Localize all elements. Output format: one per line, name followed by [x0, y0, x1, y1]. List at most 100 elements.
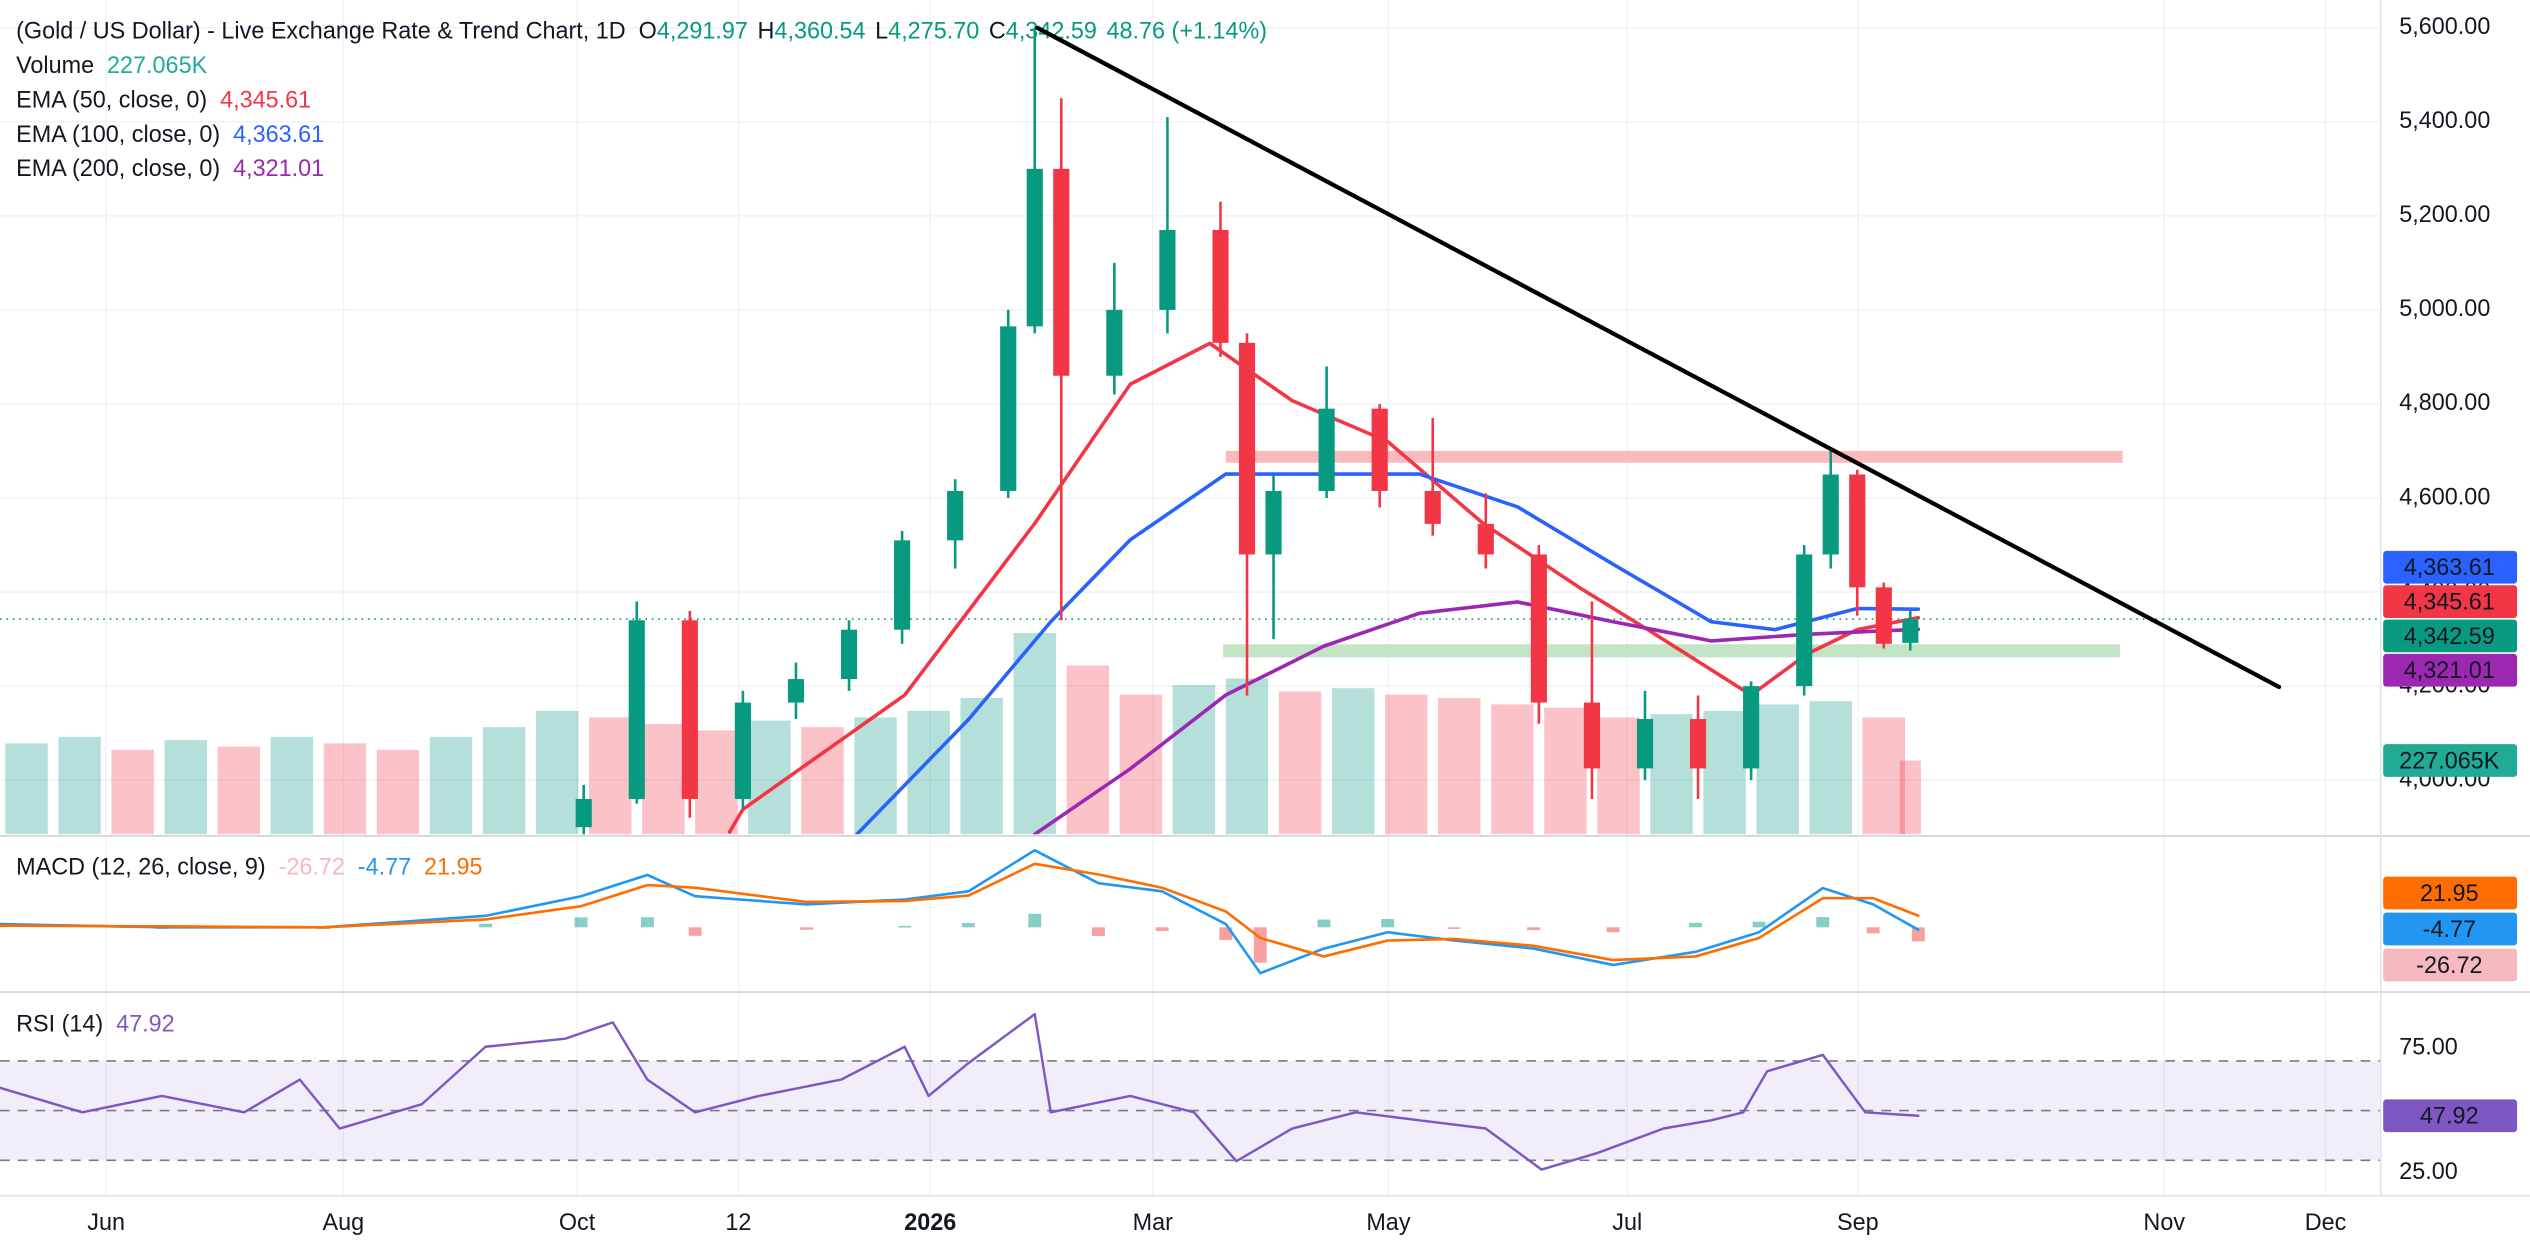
legend-item: EMA (200, close, 0): [16, 155, 220, 181]
volume-bar: [1119, 694, 1163, 835]
axes: Jun Aug Oct 12 2026 Mar May Jul Sep Nov Dec4,000.0…: [87, 13, 2518, 1235]
price-badge: [2383, 1099, 2518, 1133]
price-badge-label: 4,345.61: [2404, 588, 2495, 614]
legend-row: EMA (50, close, 0) 4,345.61: [16, 87, 311, 113]
price-badge: [2383, 619, 2518, 653]
legend-row: RSI (14) 47.92: [16, 1011, 175, 1037]
candle-body: [787, 679, 805, 703]
volume-bar: [748, 720, 791, 835]
volume-bar: [1756, 704, 1799, 835]
candle-body: [1875, 587, 1892, 644]
y-tick-label: 5,200.00: [2399, 201, 2490, 227]
candle-body: [947, 490, 964, 541]
volume-bar: [58, 736, 101, 835]
volume-bar: [960, 697, 1003, 835]
legend-item: EMA (50, close, 0): [16, 87, 207, 113]
legend-item: 4,345.61: [220, 87, 311, 113]
x-tick-label: Jul: [1612, 1209, 1642, 1235]
x-tick-label: Mar: [1133, 1209, 1173, 1235]
macd-histogram-bar: [1317, 919, 1331, 928]
price-badge: [2383, 744, 2518, 777]
candle-body: [1159, 229, 1176, 310]
volume-bar: [1862, 717, 1906, 835]
volume-bar: [1544, 707, 1587, 835]
price-badge: [2383, 912, 2518, 946]
y-tick-label: 5,400.00: [2399, 107, 2490, 133]
legend-item: RSI (14): [16, 1011, 103, 1037]
macd-histogram-bar: [688, 927, 702, 936]
candle-body: [1477, 523, 1494, 555]
macd-histogram-bar: [640, 917, 654, 928]
price-badge: [2383, 948, 2518, 982]
candle-body: [1796, 554, 1813, 687]
price-badge-label: -4.77: [2423, 916, 2476, 942]
macd-histogram-bar: [1606, 927, 1620, 933]
macd-line: [0, 848, 1920, 975]
legend-item: L: [875, 18, 888, 44]
x-tick-label: 2026: [904, 1209, 956, 1235]
candle-body: [1689, 719, 1707, 769]
volume-bar: [907, 710, 950, 835]
price-badge-label: 47.92: [2420, 1103, 2479, 1129]
macd-histogram-bar: [898, 925, 912, 928]
legend-item: 4,363.61: [233, 121, 324, 147]
x-tick-label: Aug: [323, 1209, 365, 1235]
volume-bar: [323, 743, 367, 835]
x-tick-label: 12: [725, 1209, 751, 1235]
legend-item: C: [989, 18, 1006, 44]
macd-histogram-bar: [1911, 927, 1925, 942]
price-badge: [2383, 653, 2518, 687]
macd-histogram-bar: [1155, 927, 1169, 931]
volume-bar: [270, 736, 314, 835]
macd-histogram-bar: [1752, 921, 1766, 928]
volume-bar: [1809, 701, 1852, 835]
rsi-pane: [0, 1012, 2380, 1171]
volume-bar: [642, 723, 685, 835]
macd-histogram-bar: [1816, 917, 1830, 928]
candle-body: [1822, 474, 1839, 555]
legend-item: MACD (12, 26, close, 9): [16, 854, 266, 880]
legend-item: 47.92: [116, 1011, 175, 1037]
price-badge: [2383, 585, 2518, 618]
legend-item: 4,291.97: [657, 18, 748, 44]
volume-bar: [1650, 714, 1693, 835]
legend-row: EMA (100, close, 0) 4,363.61: [16, 121, 324, 147]
candle-body: [1000, 326, 1017, 491]
legend-item: 4,342.59: [1006, 18, 1097, 44]
macd-histogram-bar: [1091, 927, 1105, 936]
price-badge-label: 4,321.01: [2404, 657, 2495, 683]
macd-pane: [0, 848, 1925, 975]
macd-histogram-bar: [1253, 927, 1267, 963]
volume-bar: [164, 740, 207, 835]
volume-bar: [429, 736, 473, 835]
macd-histogram-bar: [1447, 927, 1461, 929]
volume-bar: [1225, 678, 1269, 835]
legend-item: 4,275.70: [888, 18, 979, 44]
rsi-tick-label: 25.00: [2399, 1158, 2458, 1184]
y-tick-label: 4,600.00: [2399, 483, 2490, 509]
price-badge-label: 21.95: [2420, 880, 2479, 906]
volume-bar: [535, 710, 579, 835]
candle-body: [1636, 719, 1654, 769]
price-badge-label: -26.72: [2416, 952, 2482, 978]
candle-body: [1265, 490, 1282, 555]
candle-body: [1318, 408, 1335, 491]
price-zone: [1225, 450, 2123, 463]
macd-histogram-bar: [1527, 927, 1541, 931]
volume-bar: [1597, 717, 1640, 835]
y-tick-label: 5,000.00: [2399, 295, 2490, 321]
macd-histogram-bar: [961, 922, 975, 928]
legend-item: 227.065K: [107, 52, 207, 78]
price-zone: [1223, 644, 2120, 658]
price-badge-label: 227.065K: [2399, 747, 2499, 773]
candle-body: [575, 798, 592, 828]
volume-bar: [695, 730, 738, 835]
legend-item: 48.76 (+1.14%): [1107, 18, 1268, 44]
candle-body: [1053, 168, 1070, 376]
legend-item: 21.95: [424, 854, 483, 880]
volume-bar: [1438, 697, 1481, 835]
legend: (Gold / US Dollar) - Live Exchange Rate …: [16, 18, 1267, 1037]
legend-row: Volume 227.065K: [16, 52, 207, 78]
